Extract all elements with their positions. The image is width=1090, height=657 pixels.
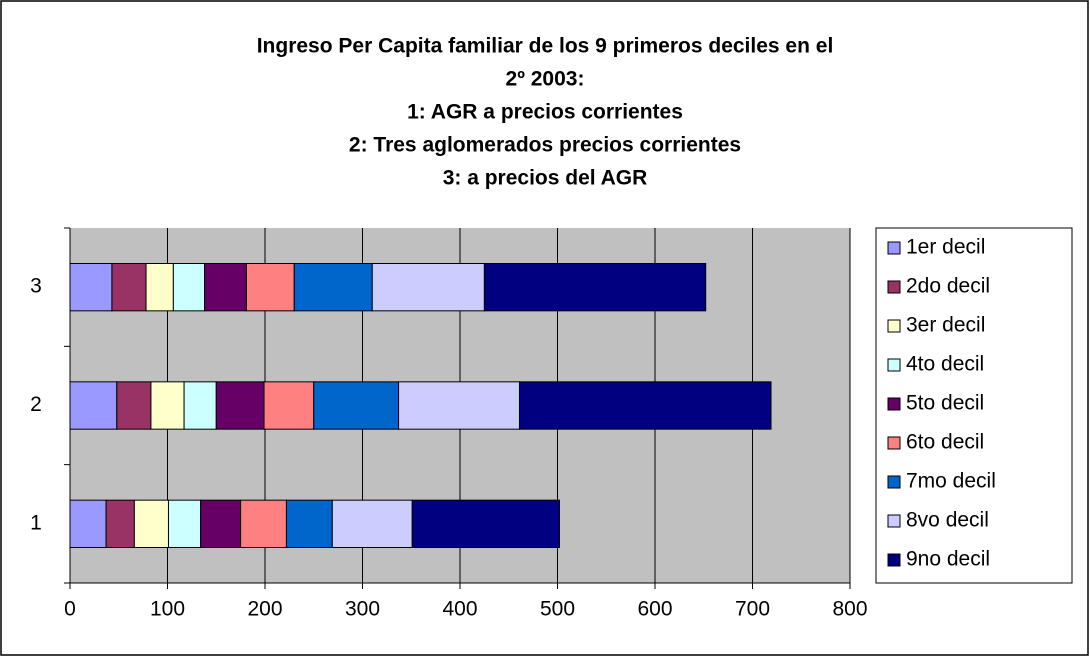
bar-segment bbox=[240, 499, 287, 548]
bar-segment bbox=[69, 263, 113, 312]
x-tick-label: 600 bbox=[637, 598, 672, 621]
legend-swatch bbox=[887, 280, 901, 294]
bar-segment bbox=[105, 499, 135, 548]
bar-segment bbox=[411, 499, 560, 548]
x-tick-label: 300 bbox=[345, 598, 380, 621]
x-tick-label: 400 bbox=[442, 598, 477, 621]
bar-segment bbox=[111, 263, 147, 312]
chart-title: 2: Tres aglomerados precios corrientes bbox=[349, 134, 741, 157]
y-tick-label: 1 bbox=[30, 511, 42, 534]
chart-title: Ingreso Per Capita familiar de los 9 pri… bbox=[257, 35, 834, 58]
legend-label: 1er decil bbox=[906, 236, 985, 259]
legend-swatch bbox=[887, 319, 901, 333]
bar-segment bbox=[69, 381, 118, 430]
legend-label: 2do decil bbox=[906, 275, 990, 298]
y-tick-label: 3 bbox=[30, 275, 42, 298]
legend-box bbox=[875, 227, 1073, 584]
legend-label: 5to decil bbox=[906, 392, 984, 415]
legend-label: 3er decil bbox=[906, 314, 985, 337]
bar-segment bbox=[172, 263, 206, 312]
bar-segment bbox=[145, 263, 174, 312]
bar-segment bbox=[313, 381, 400, 430]
bar-segment bbox=[69, 499, 107, 548]
bar-segment bbox=[285, 499, 333, 548]
x-tick-label: 0 bbox=[64, 598, 76, 621]
bar-segment bbox=[215, 381, 265, 430]
bar-segment bbox=[371, 263, 485, 312]
legend-swatch bbox=[887, 553, 901, 567]
legend-label: 7mo decil bbox=[906, 470, 996, 493]
x-tick-label: 800 bbox=[832, 598, 867, 621]
bar-segment bbox=[116, 381, 152, 430]
legend-label: 4to decil bbox=[906, 353, 984, 376]
bar-segment bbox=[204, 263, 247, 312]
legend-label: 8vo decil bbox=[906, 509, 989, 532]
x-tick-label: 200 bbox=[247, 598, 282, 621]
y-tick-label: 2 bbox=[30, 393, 42, 416]
bar-segment bbox=[263, 381, 315, 430]
legend-swatch bbox=[887, 397, 901, 411]
legend-swatch bbox=[887, 514, 901, 528]
legend-swatch bbox=[887, 241, 901, 255]
x-tick-label: 100 bbox=[150, 598, 185, 621]
bar-segment bbox=[167, 499, 202, 548]
legend-label: 6to decil bbox=[906, 431, 984, 454]
bar-segment bbox=[183, 381, 217, 430]
chart-title: 2º 2003: bbox=[506, 68, 585, 91]
bar-segment bbox=[150, 381, 185, 430]
bar-segment bbox=[518, 381, 772, 430]
bar-segment bbox=[245, 263, 295, 312]
x-tick-label: 700 bbox=[735, 598, 770, 621]
bar-segment bbox=[331, 499, 413, 548]
bar-segment bbox=[133, 499, 169, 548]
bar-segment bbox=[293, 263, 373, 312]
legend-swatch bbox=[887, 475, 901, 489]
bar-segment bbox=[200, 499, 242, 548]
chart-title: 3: a precios del AGR bbox=[443, 167, 648, 190]
legend-label: 9no decil bbox=[906, 548, 990, 571]
x-tick-label: 500 bbox=[540, 598, 575, 621]
bar-segment bbox=[398, 381, 520, 430]
bar-segment bbox=[483, 263, 707, 312]
legend-swatch bbox=[887, 358, 901, 372]
legend-swatch bbox=[887, 436, 901, 450]
chart-title: 1: AGR a precios corrientes bbox=[407, 101, 683, 124]
